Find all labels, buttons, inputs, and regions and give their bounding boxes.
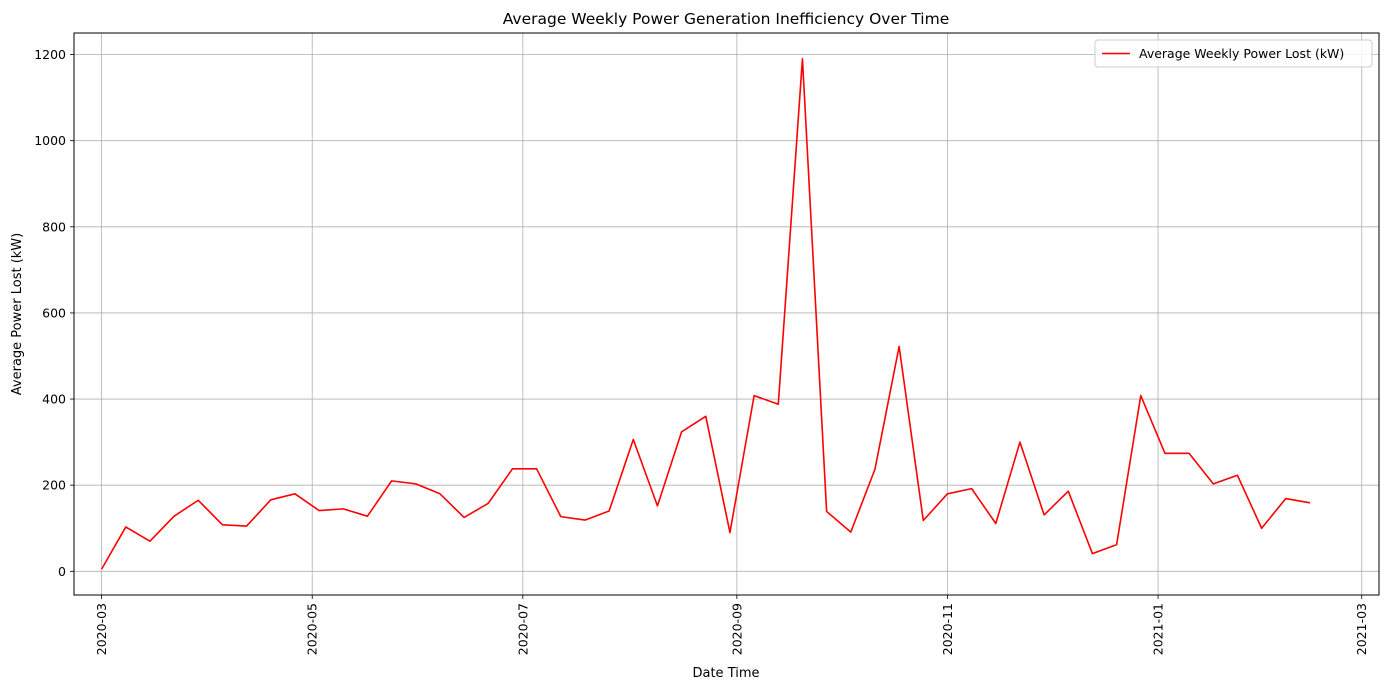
y-tick-label: 1200 <box>34 47 66 62</box>
y-tick-label: 400 <box>42 392 66 407</box>
x-tick-label: 2020-03 <box>94 603 109 655</box>
y-tick-label: 1000 <box>34 133 66 148</box>
plot-background <box>74 33 1379 595</box>
y-tick-label: 800 <box>42 219 66 234</box>
series-line <box>100 58 1311 570</box>
x-gridlines <box>101 33 1363 595</box>
legend-box <box>1094 39 1373 68</box>
plot-frame <box>73 32 1380 596</box>
x-tick-label: 2020-09 <box>729 603 744 655</box>
x-axis: 2020-03 2020-05 2020-07 2020-09 2020-11 2021-… <box>94 595 1369 655</box>
y-tick-label: 600 <box>42 305 66 320</box>
y-axis-title: Average Power Lost (kW) <box>10 233 25 395</box>
x-axis-title: Date Time <box>692 666 759 681</box>
x-tick-label: 2020-07 <box>515 603 530 655</box>
y-axis: 0 200 400 600 800 1000 1200 <box>34 47 74 579</box>
x-tick-label: 2021-01 <box>1151 603 1166 655</box>
x-tick-label: 2021-03 <box>1354 603 1369 655</box>
y-tick-label: 0 <box>58 564 66 579</box>
legend: Average Weekly Power Lost (kW) <box>1094 39 1373 68</box>
legend-label: Average Weekly Power Lost (kW) <box>1139 46 1344 61</box>
x-tick-label: 2020-05 <box>305 603 320 655</box>
y-tick-label: 200 <box>42 478 66 493</box>
x-tick-label: 2020-11 <box>940 603 955 655</box>
chart-title: Average Weekly Power Generation Ineffici… <box>503 10 950 28</box>
